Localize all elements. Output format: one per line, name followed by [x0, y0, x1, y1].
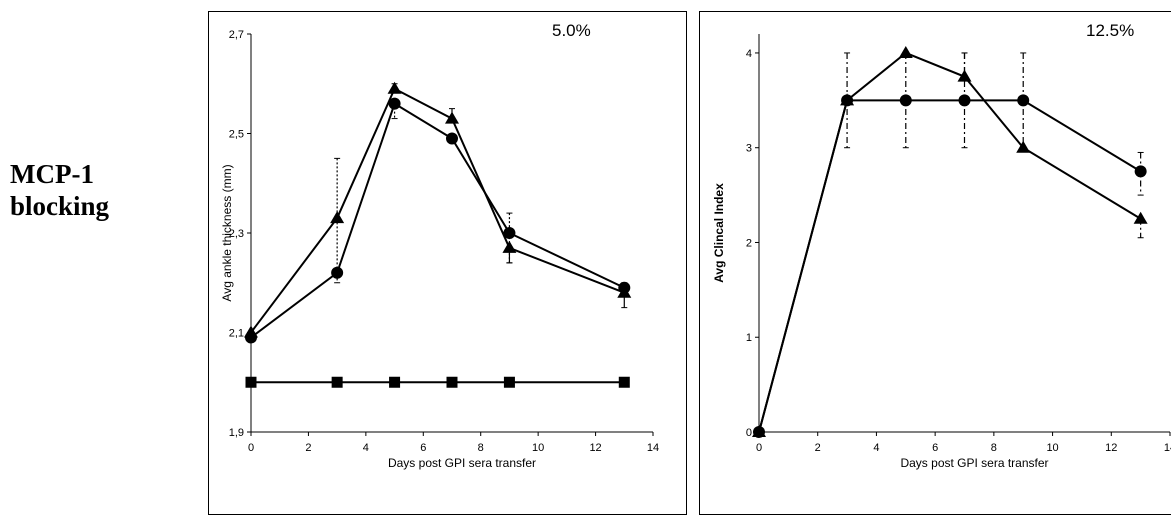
x-tick-label: 12 [1105, 442, 1117, 454]
data-point-circle [331, 266, 344, 279]
y-tick-label: 0 [746, 427, 752, 439]
series-line-triangle [250, 87, 625, 334]
data-point-circle [245, 331, 257, 344]
data-point-circle [753, 426, 765, 438]
data-point-circle [899, 94, 912, 107]
y-tick-label: 1,9 [229, 427, 244, 439]
series-line-circle [758, 99, 1142, 433]
x-tick-label: 4 [873, 442, 879, 454]
data-point-circle [841, 94, 854, 107]
chart-panel-ankle-thickness: 0 2 4 6 8 10 12 14 1,9 2,1 2,3 2,5 2,7 Days post GPI … [208, 11, 687, 515]
x-tick-label: 14 [1164, 442, 1171, 454]
x-axis-title: Days post GPI sera transfer [900, 456, 1048, 470]
x-tick-label: 10 [1046, 442, 1058, 454]
x-tick-label: 6 [932, 442, 938, 454]
data-point-square [503, 376, 515, 388]
y-tick-label: 4 [746, 48, 752, 60]
data-point-triangle [445, 111, 459, 124]
x-tick-label: 4 [363, 442, 369, 454]
data-point-circle [503, 227, 516, 239]
data-point-square [446, 376, 458, 388]
x-axis-title: Days post GPI sera transfer [388, 456, 536, 470]
y-tick-label: 2,1 [229, 328, 244, 340]
data-point-triangle [330, 211, 345, 224]
x-tick-label: 0 [756, 442, 762, 454]
x-tick-label: 2 [305, 442, 311, 454]
data-point-square [331, 376, 343, 388]
data-point-circle [958, 94, 971, 107]
y-tick-label: 2 [746, 237, 752, 249]
data-point-triangle [502, 240, 517, 253]
chart-annotation: 12.5% [1086, 21, 1134, 40]
y-axis-title: Avg Clincal Index [712, 183, 726, 283]
data-point-circle [618, 281, 631, 294]
data-point-circle [1017, 94, 1030, 107]
y-tick-label: 2,5 [229, 129, 244, 141]
y-tick-label: 2,7 [229, 29, 244, 41]
data-point-circle [1134, 165, 1147, 178]
ankle-thickness-chart: 0 2 4 6 8 10 12 14 1,9 2,1 2,3 2,5 2,7 Days post GPI … [220, 21, 659, 470]
y-axis-title: Avg ankle thickness (mm) [220, 164, 234, 301]
row-label-line1: MCP-1 [10, 159, 94, 189]
x-tick-label: 0 [248, 442, 254, 454]
x-tick-label: 10 [532, 442, 544, 454]
data-point-square [245, 376, 257, 388]
x-tick-label: 6 [420, 442, 426, 454]
data-point-circle [446, 132, 458, 145]
data-point-circle [388, 97, 401, 110]
x-tick-label: 8 [991, 442, 997, 454]
y-tick-label: 3 [746, 143, 752, 155]
x-tick-label: 8 [478, 442, 484, 454]
data-point-triangle [1133, 211, 1148, 224]
row-label-line2: blocking [10, 191, 110, 221]
x-tick-label: 14 [647, 442, 659, 454]
chart-panel-clinical-index: 0246810121401234Days post GPI sera trans… [699, 11, 1171, 515]
chart-annotation: 5.0% [552, 21, 591, 40]
data-point-triangle [387, 81, 402, 94]
clinical-index-chart: 0246810121401234Days post GPI sera trans… [712, 21, 1171, 470]
x-tick-label: 2 [815, 442, 821, 454]
data-point-triangle [1016, 140, 1031, 153]
data-point-square [618, 376, 630, 388]
series-line-triangle [758, 51, 1142, 433]
data-point-triangle [957, 69, 972, 82]
data-point-square [389, 376, 401, 388]
y-tick-label: 1 [746, 332, 752, 344]
data-point-triangle [898, 45, 913, 58]
x-tick-label: 12 [589, 442, 601, 454]
y-tick-label: 2,3 [229, 228, 244, 240]
series-line-circle [250, 102, 625, 339]
row-label: MCP-1 blocking [10, 158, 190, 222]
